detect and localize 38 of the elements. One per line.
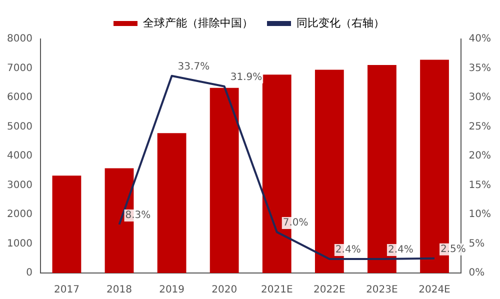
- y-tick-label: 4000: [6, 150, 32, 162]
- data-label: 33.7%: [178, 61, 210, 72]
- y-tick-label: 7000: [6, 62, 32, 74]
- y-tick-label: 1000: [6, 238, 32, 250]
- data-label: 7.0%: [282, 218, 308, 229]
- data-label: 8.3%: [125, 210, 151, 222]
- legend-label: 同比变化（右轴）: [296, 16, 384, 30]
- x-tick-label: 2019: [159, 284, 185, 296]
- y2-tick-label: 25%: [468, 121, 492, 132]
- data-label: 2.5%: [440, 244, 466, 255]
- y-tick-label: 0: [26, 268, 32, 279]
- data-label: 2.4%: [388, 244, 414, 256]
- y2-tick-label: 20%: [468, 150, 492, 162]
- y-tick-label: 3000: [6, 180, 32, 191]
- y2-tick-label: 15%: [468, 180, 492, 191]
- y2-tick-label: 5%: [468, 238, 485, 250]
- data-label: 31.9%: [230, 72, 262, 83]
- y2-tick-label: 35%: [468, 62, 492, 74]
- y-tick-label: 2000: [6, 209, 32, 220]
- x-tick-label: 2020: [212, 284, 238, 296]
- bar: [52, 176, 82, 273]
- x-tick-label: 2018: [106, 284, 132, 296]
- x-tick-label: 2023E: [366, 284, 398, 296]
- y-tick-label: 6000: [6, 92, 32, 104]
- x-tick-label: 2022E: [314, 284, 346, 296]
- data-label: 2.4%: [335, 244, 361, 256]
- y-tick-label: 8000: [6, 34, 32, 45]
- legend-label: 全球产能（排除中国）: [143, 16, 253, 30]
- x-tick-label: 2017: [54, 284, 80, 296]
- x-tick-label: 2021E: [260, 284, 293, 296]
- y-tick-label: 5000: [6, 121, 32, 132]
- bar: [157, 133, 186, 273]
- x-tick-label: 2024E: [418, 284, 450, 296]
- y2-tick-label: 0%: [468, 268, 485, 279]
- bar: [210, 88, 239, 273]
- y2-tick-label: 30%: [468, 92, 492, 104]
- y2-tick-label: 10%: [468, 209, 492, 220]
- y2-tick-label: 40%: [468, 34, 492, 45]
